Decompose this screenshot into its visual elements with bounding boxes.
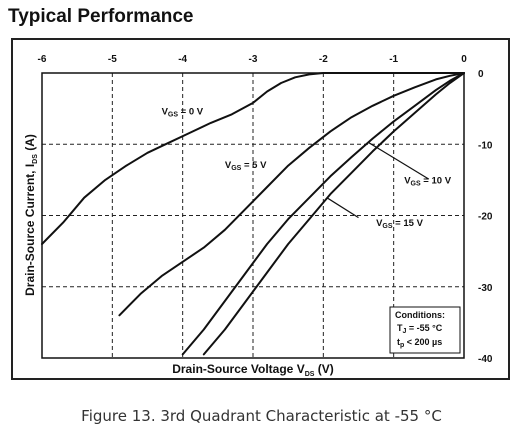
x-tick-label: -2 bbox=[319, 54, 328, 65]
series-label-2: VGS = 10 V bbox=[404, 175, 452, 187]
series-lines bbox=[41, 72, 465, 356]
series-line-3 bbox=[202, 72, 465, 356]
x-tick-label: -3 bbox=[249, 54, 258, 65]
y-tick-label: -30 bbox=[478, 283, 493, 294]
series-label-0: VGS = 0 V bbox=[162, 106, 204, 118]
conditions-border bbox=[389, 306, 461, 354]
x-tick-label: -4 bbox=[178, 54, 187, 65]
y-tick-label: 0 bbox=[478, 69, 484, 80]
y-tick-labels: 0 -10 -20 -30 -40 bbox=[478, 69, 493, 365]
series-labels: VGS = 0 V VGS = 5 V VGS = 10 V VGS = 15 V bbox=[162, 106, 452, 230]
conditions-temperature: TJ = -55 °C bbox=[397, 323, 443, 335]
x-tick-label: -1 bbox=[389, 54, 398, 65]
series-label-3: VGS = 15 V bbox=[376, 218, 424, 230]
conditions-box: Conditions: TJ = -55 °C tp < 200 µs bbox=[389, 306, 461, 354]
series-label-1: VGS = 5 V bbox=[225, 160, 267, 172]
conditions-title: Conditions: bbox=[395, 310, 445, 320]
section-heading: Typical Performance bbox=[8, 6, 194, 27]
conditions-pulse: tp < 200 µs bbox=[397, 337, 442, 349]
plot-area bbox=[41, 72, 465, 359]
chart-frame bbox=[11, 38, 510, 380]
series-line-2 bbox=[181, 72, 465, 356]
x-tick-label: 0 bbox=[461, 54, 467, 65]
series-pointer-3 bbox=[326, 197, 359, 219]
x-axis-label: Drain-Source Voltage VDS (V) bbox=[172, 362, 334, 378]
y-tick-label: -10 bbox=[478, 140, 493, 151]
series-pointer-2 bbox=[368, 142, 430, 180]
y-tick-label: -20 bbox=[478, 212, 493, 223]
x-tick-label: -6 bbox=[38, 54, 47, 65]
y-axis-label: Drain-Source Current, IDS (A) bbox=[23, 134, 39, 296]
series-line-1 bbox=[118, 72, 465, 317]
x-tick-labels: -6 -5 -4 -3 -2 -1 0 bbox=[38, 54, 468, 65]
series-line-0 bbox=[41, 72, 465, 245]
y-tick-label: -40 bbox=[478, 354, 493, 365]
figure-caption: Figure 13. 3rd Quadrant Characteristic a… bbox=[81, 407, 442, 425]
grid bbox=[42, 73, 464, 358]
x-tick-label: -5 bbox=[108, 54, 117, 65]
